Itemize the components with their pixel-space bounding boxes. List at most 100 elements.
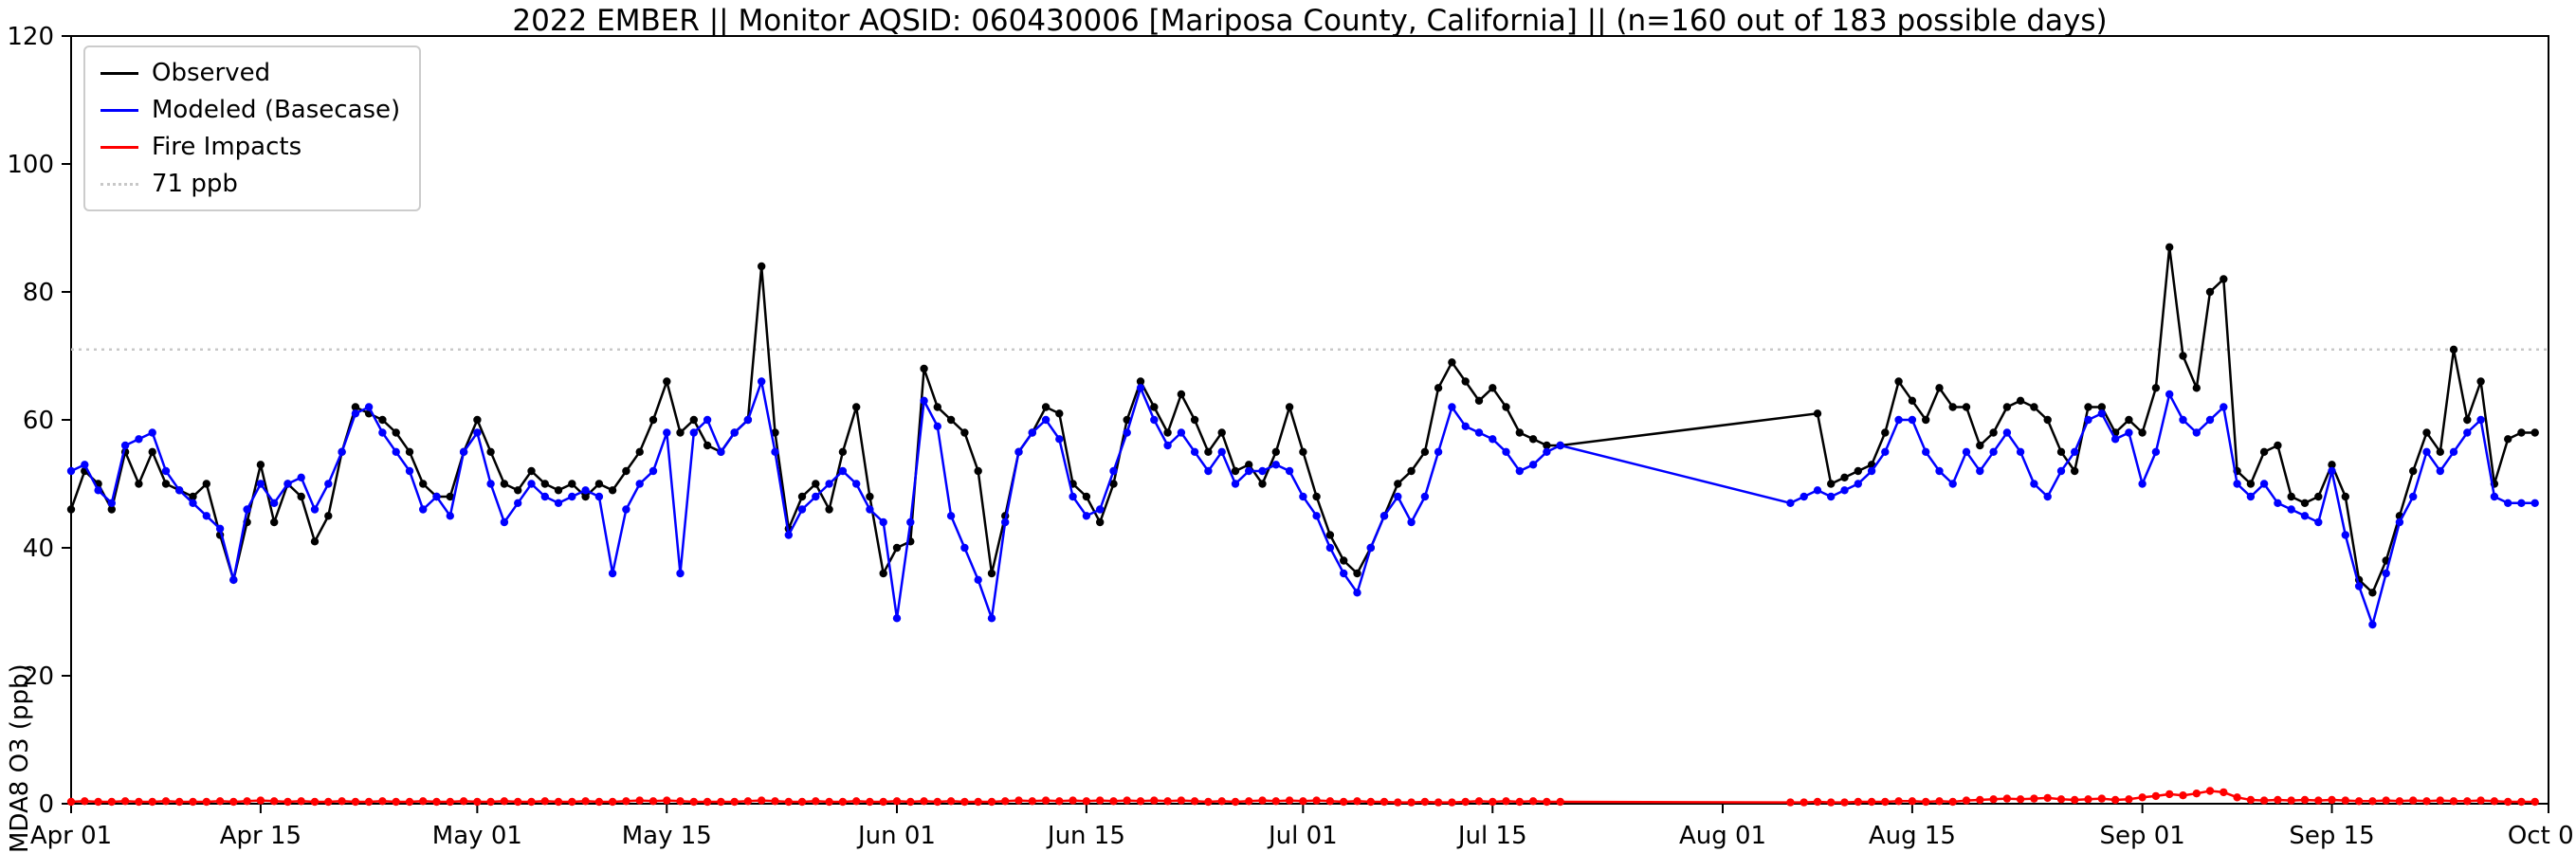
legend-item-modeled: Modeled (Basecase) [100,96,400,124]
data-point [2504,435,2512,444]
data-point [310,797,320,807]
data-point [2002,428,2012,437]
data-point [1867,466,1876,476]
data-point [405,797,414,807]
data-point [730,797,739,807]
data-point [2233,480,2241,488]
data-point [1082,492,1091,501]
data-point [1434,798,1443,807]
x-tick-label: Jun 01 [856,822,936,850]
data-point [2436,466,2444,476]
data-point [1109,480,1118,488]
y-tick-label: 100 [7,151,54,179]
data-point [568,797,576,807]
data-point [1962,403,1971,411]
data-point [1190,797,1199,806]
data-point [933,403,941,411]
data-point [107,499,117,507]
chart-title: 2022 EMBER || Monitor AQSID: 060430006 [… [512,4,2108,38]
data-point [1231,797,1240,807]
data-point [974,797,982,807]
data-point [892,614,902,623]
data-point [297,797,305,806]
data-point [1055,797,1064,806]
data-point [2138,793,2147,802]
data-point [2056,795,2066,804]
data-point [2233,793,2241,802]
data-point [1461,422,1470,430]
data-point [2016,447,2025,456]
data-point [933,797,941,807]
data-point [2071,466,2079,476]
data-point [1489,435,1497,444]
data-point [2030,480,2038,488]
data-point [1962,796,1971,805]
data-point [987,614,996,623]
data-point [730,428,739,437]
data-point [906,797,915,807]
data-point [2409,466,2418,476]
data-point [1096,796,1105,805]
data-point [771,428,779,437]
data-point [852,403,861,411]
data-point [1528,435,1538,444]
data-point [392,428,400,437]
data-point [608,486,617,495]
data-point [2517,428,2526,437]
data-point [1123,428,1131,437]
threshold-line-sample [100,182,138,186]
data-point [270,517,279,527]
data-point [2259,480,2269,488]
data-point [974,575,982,584]
data-point [189,492,197,501]
data-point [2259,447,2269,456]
data-point [243,797,251,806]
data-point [270,797,279,806]
data-point [1543,441,1551,450]
data-point [1353,589,1361,597]
data-point [920,396,928,405]
data-point [554,797,563,807]
data-point [527,480,536,488]
data-point [1854,797,1863,807]
data-point [1245,461,1253,469]
data-point [933,422,941,430]
fire-impacts-line-sample [100,145,138,149]
data-point [771,797,779,806]
data-point [202,512,210,520]
data-point [906,517,915,527]
data-point [1976,441,1984,450]
data-point [2504,499,2512,507]
data-point [2449,797,2458,806]
data-point [2354,582,2364,590]
data-point [1123,796,1131,805]
data-point [920,797,928,806]
data-point [2395,517,2404,527]
data-point [987,797,996,807]
legend-item-threshold: 71 ppb [100,170,400,198]
data-point [107,505,117,514]
data-point [1096,505,1105,514]
data-point [2341,796,2349,805]
data-point [1543,447,1551,456]
data-point [2517,499,2526,507]
data-point [1123,415,1131,425]
data-point [663,796,671,805]
data-point [2016,396,2025,405]
data-point [2530,428,2539,437]
data-point [2409,796,2418,805]
data-point [2056,466,2066,476]
modeled-line-sample [100,108,138,112]
x-tick-label: Aug 15 [1869,822,1956,850]
data-point [2449,447,2458,456]
data-point [473,415,482,425]
data-point [703,415,712,425]
data-point [1136,377,1145,386]
data-point [1366,543,1376,553]
data-point [1217,797,1226,806]
data-point [2138,480,2147,488]
data-point [2205,787,2215,795]
data-point [1827,798,1836,807]
data-point [175,486,184,495]
